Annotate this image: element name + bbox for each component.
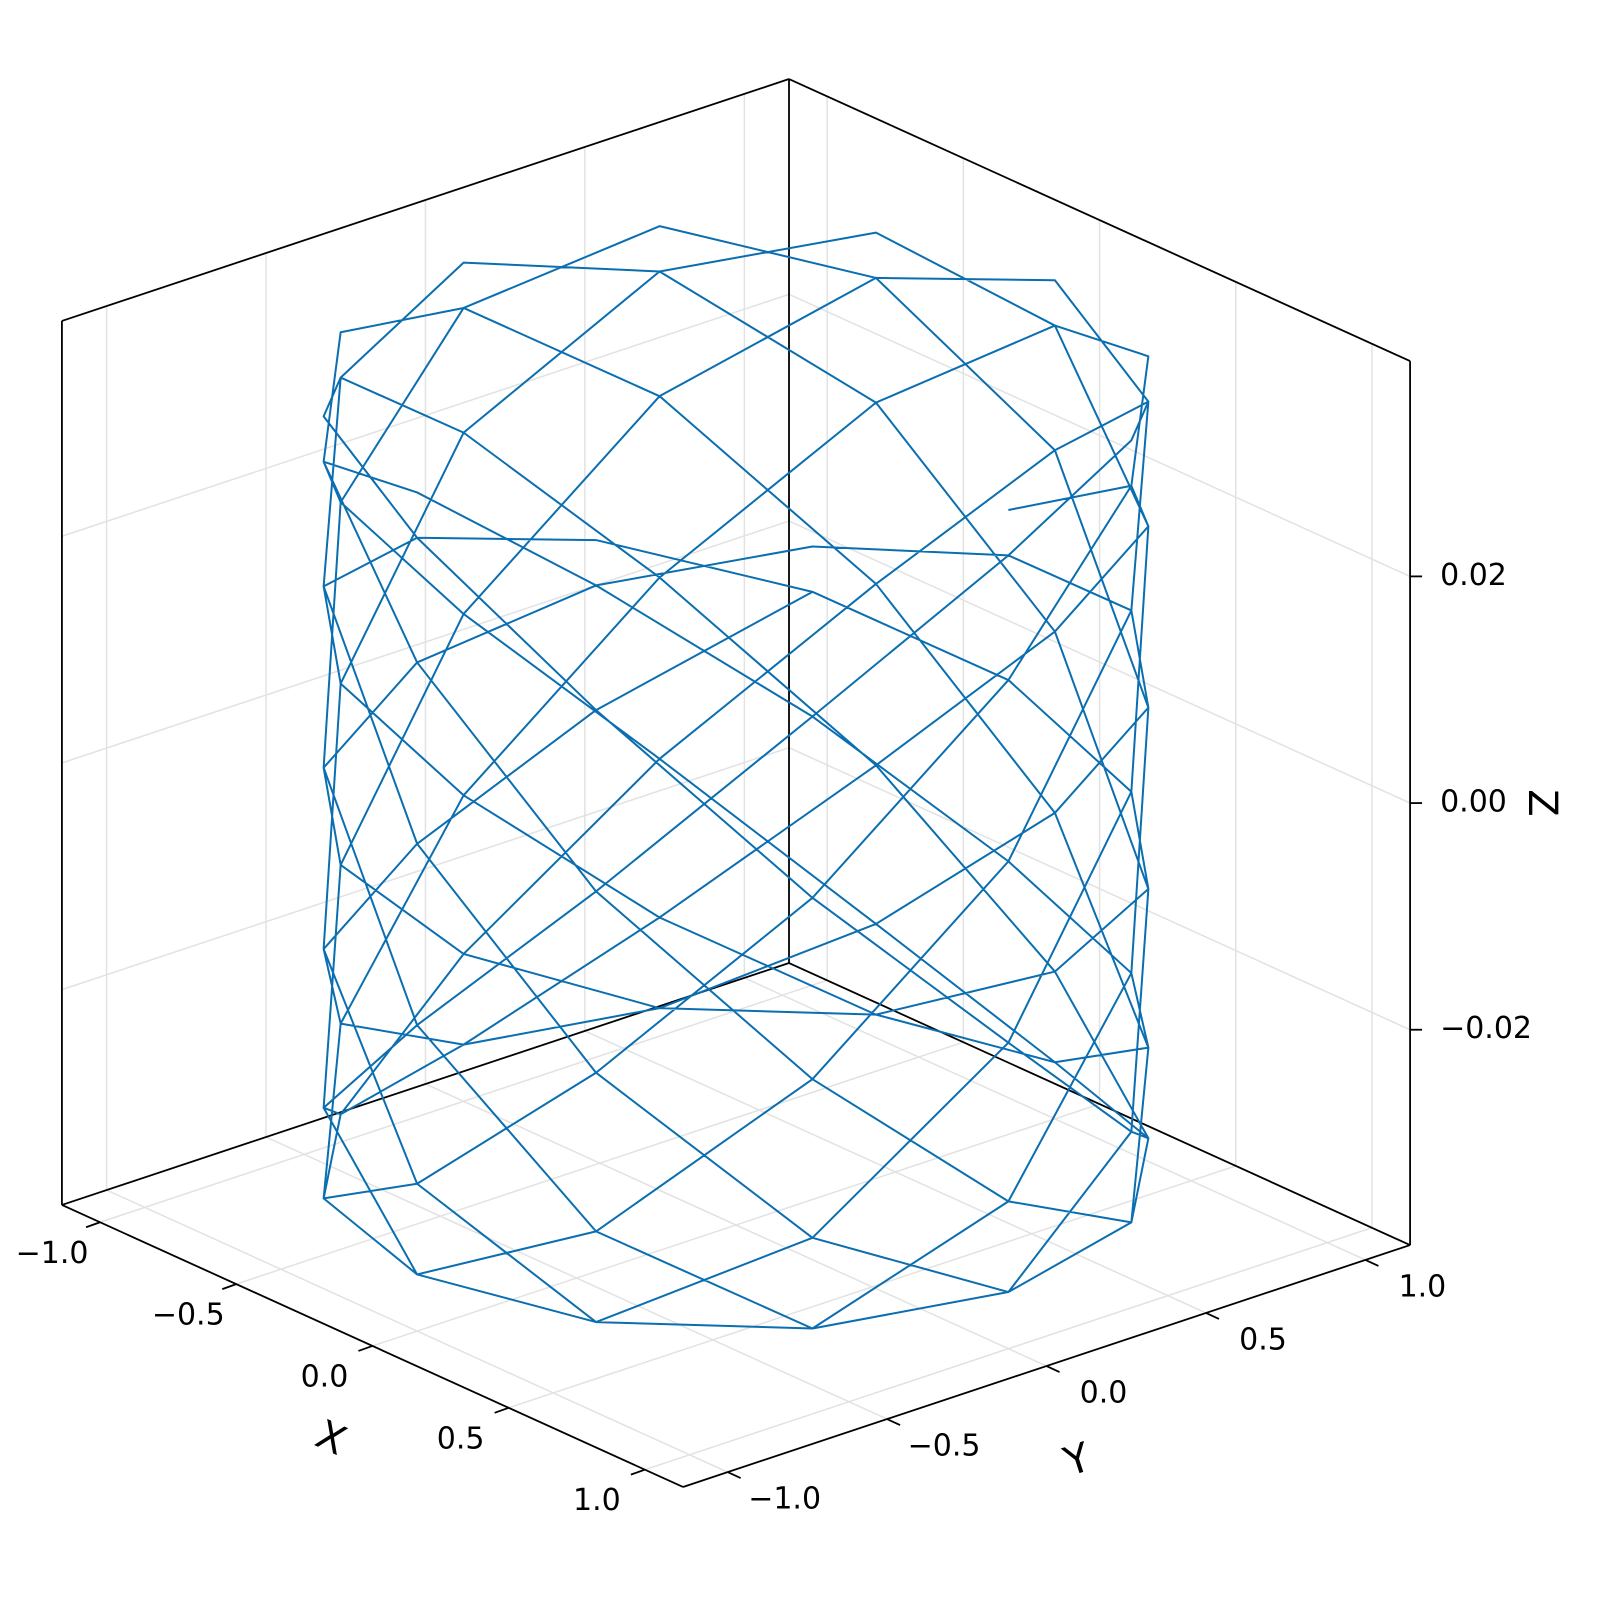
grid-line	[61, 746, 790, 991]
y-tick-label: 1.0	[1399, 1269, 1447, 1304]
y-tick-label: −0.5	[908, 1429, 981, 1464]
grid-line	[265, 1136, 888, 1420]
grid-line	[106, 1189, 728, 1473]
y-tick-label: −1.0	[748, 1482, 821, 1517]
x-tick-label: −0.5	[152, 1298, 225, 1333]
frame-line	[61, 962, 790, 1206]
tick-mark	[630, 1468, 646, 1476]
z-tick-label: 0.02	[1440, 558, 1507, 593]
y-tick-label: 0.5	[1239, 1322, 1287, 1357]
z-tick-label: 0.00	[1440, 785, 1507, 820]
tick-mark	[494, 1406, 509, 1414]
frame-line	[61, 78, 790, 322]
grid-line	[61, 520, 790, 764]
x-tick-label: 0.5	[437, 1421, 485, 1456]
grid-line	[584, 1030, 1207, 1314]
x-tick-label: −1.0	[16, 1236, 89, 1271]
x-tick-label: 0.0	[301, 1359, 349, 1394]
grid-line	[744, 977, 1366, 1261]
tick-mark	[727, 1471, 742, 1479]
grid-line	[788, 747, 1411, 1031]
x-tick-label: 1.0	[573, 1483, 621, 1518]
tick-mark	[886, 1418, 901, 1426]
z-tick-label: −0.02	[1440, 1011, 1532, 1046]
grid-line	[425, 1083, 1047, 1367]
z-axis-title: Z	[1519, 789, 1565, 816]
tick-mark	[85, 1221, 101, 1229]
grid-line	[788, 520, 1411, 804]
tick-mark	[221, 1283, 237, 1290]
y-axis-title: Y	[1058, 1434, 1097, 1486]
tick-mark	[1046, 1365, 1060, 1373]
frame-line	[788, 78, 1411, 362]
data-line	[322, 225, 1150, 1330]
x-axis-title: X	[309, 1412, 353, 1465]
tick-mark	[1205, 1312, 1220, 1320]
tick-mark	[1365, 1259, 1379, 1267]
grid-line	[788, 293, 1411, 578]
tick-mark	[358, 1345, 373, 1352]
y-tick-label: 0.0	[1080, 1376, 1128, 1411]
